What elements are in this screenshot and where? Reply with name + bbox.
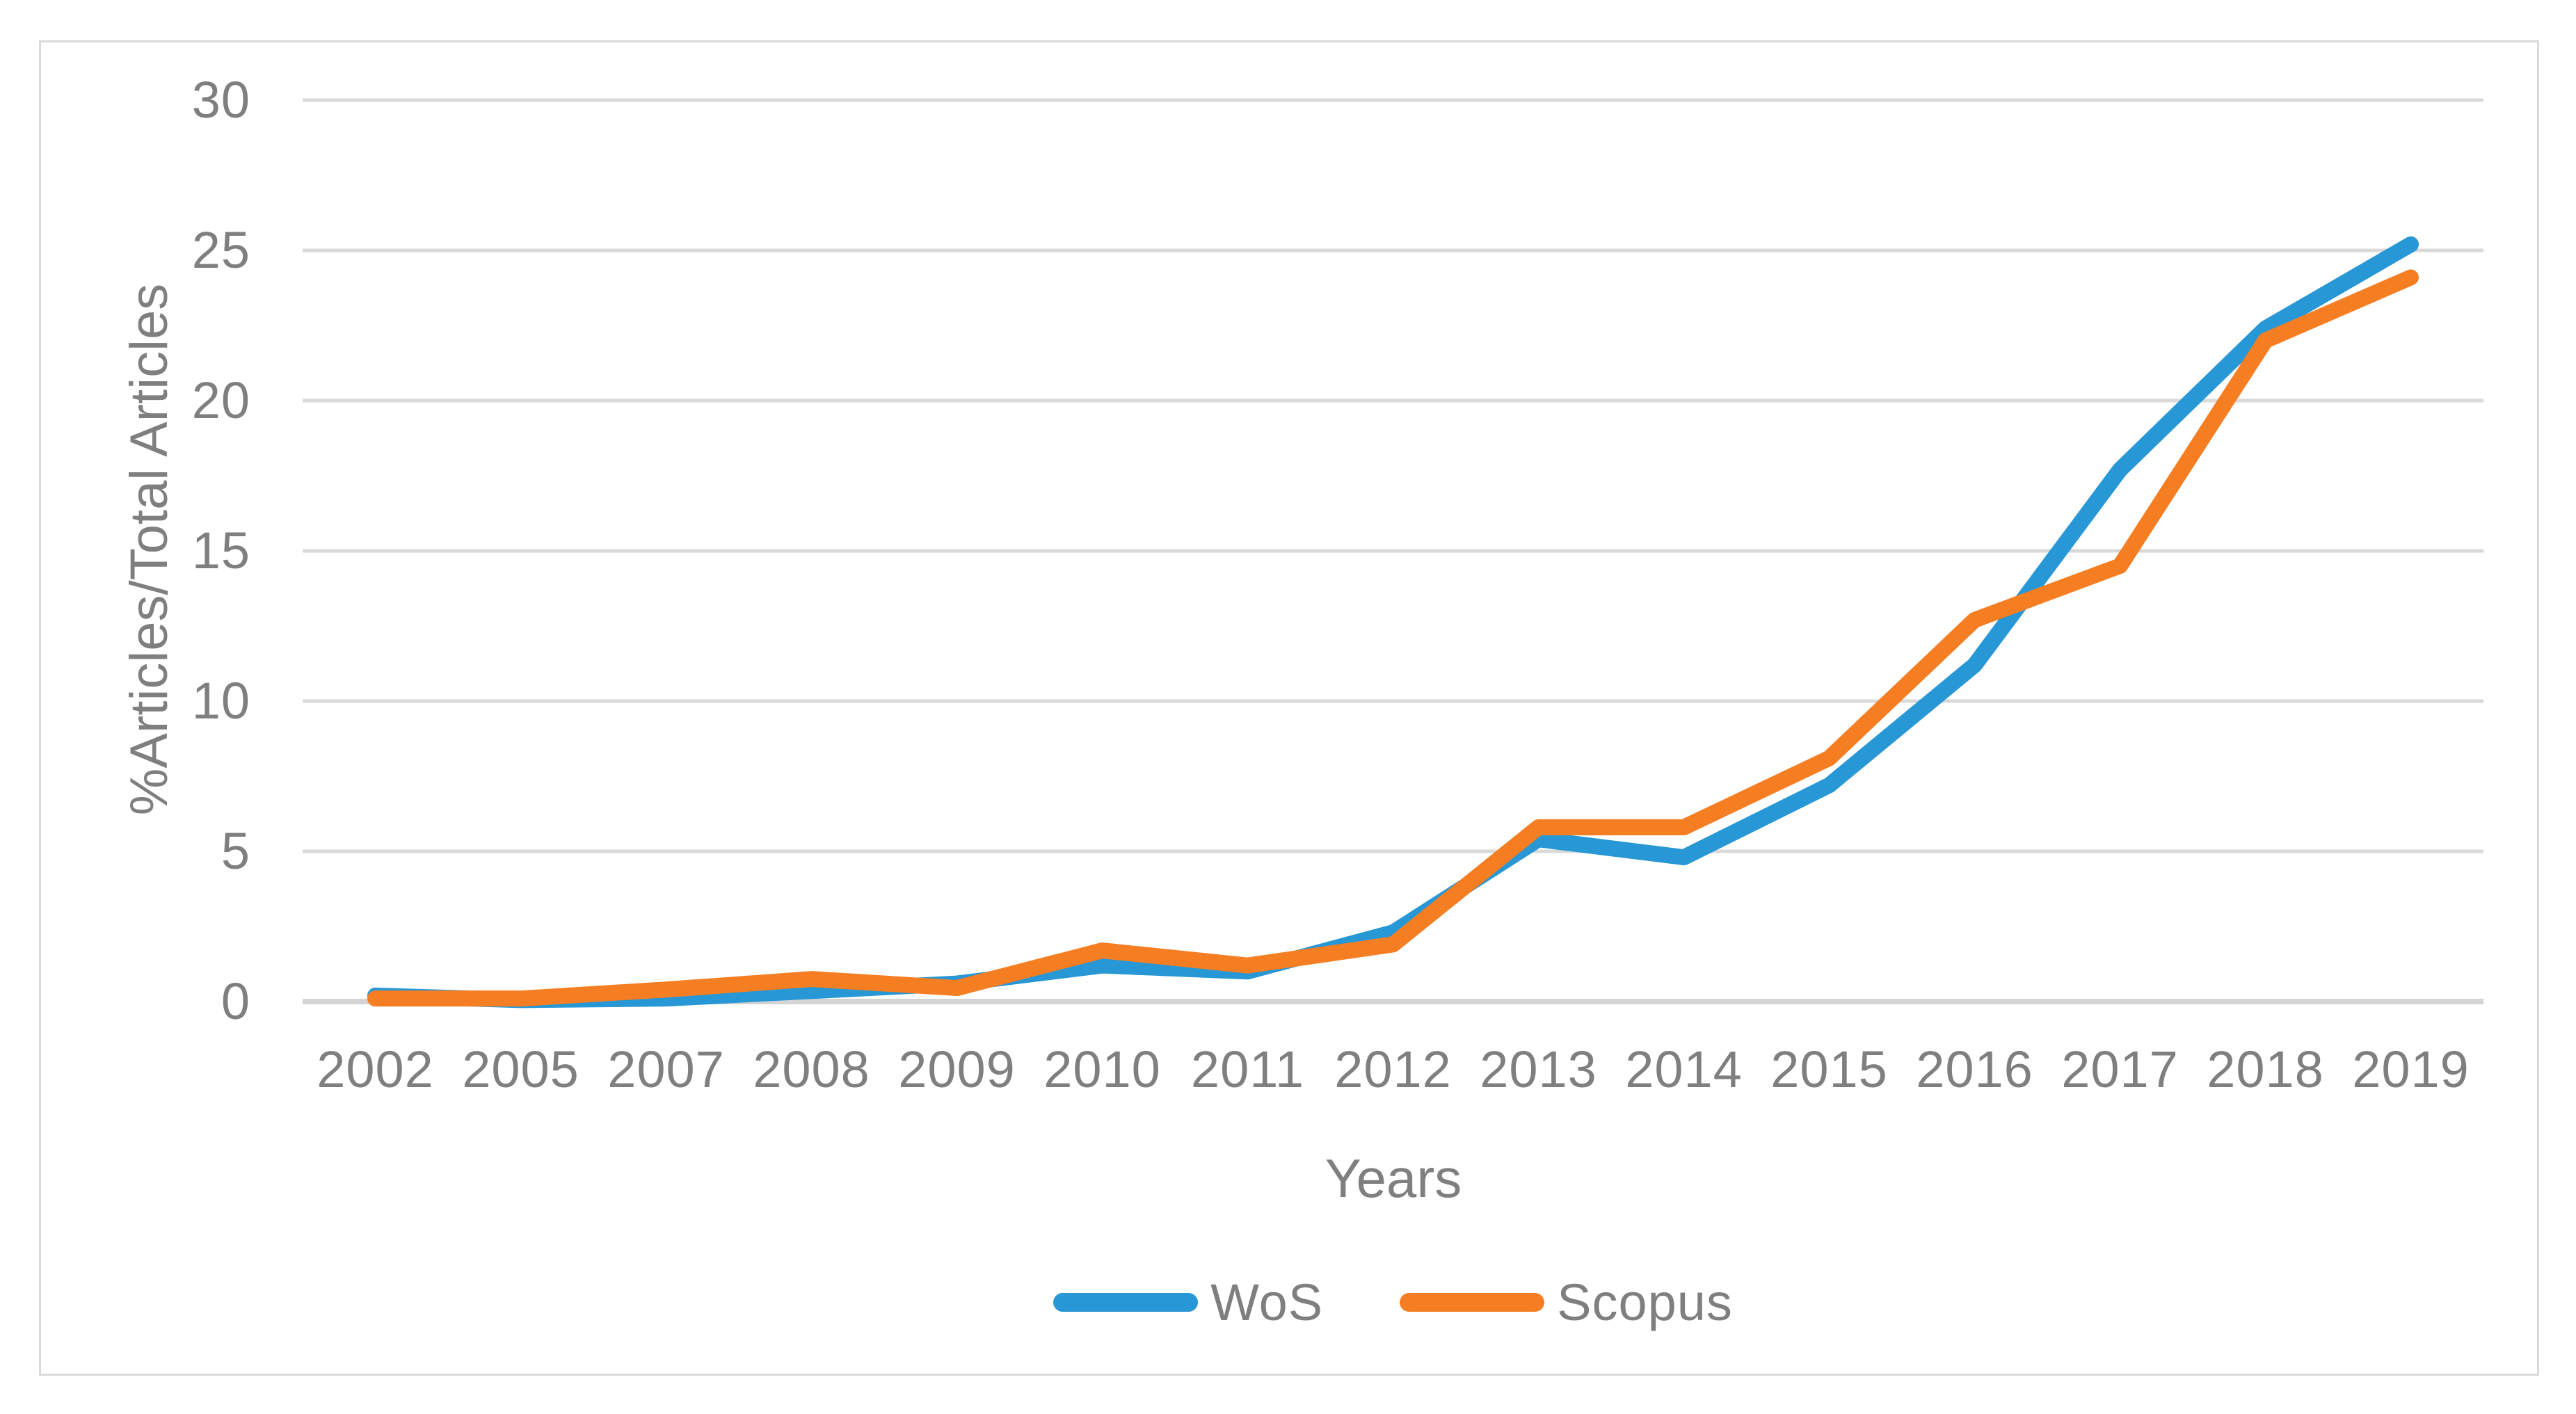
x-tick-label: 2008 [753,1041,870,1098]
legend-label-wos: WoS [1210,1273,1324,1331]
x-tick-label: 2016 [1916,1041,2033,1098]
x-tick-label: 2007 [607,1041,725,1098]
x-tick-label: 2015 [1770,1041,1888,1098]
y-tick-label: 25 [191,221,250,279]
y-tick-label: 20 [191,371,250,429]
legend-swatch-scopus [1400,1292,1545,1312]
x-tick-label: 2018 [2207,1041,2324,1098]
y-tick-label: 5 [221,822,250,880]
x-tick-label: 2002 [317,1041,434,1098]
x-tick-label: 2014 [1625,1041,1743,1098]
legend-item-wos: WoS [1053,1273,1323,1332]
x-tick-label: 2005 [462,1041,579,1098]
series-line-scopus [367,269,2419,1007]
x-tick-label: 2017 [2061,1041,2179,1098]
series-line-wos [367,236,2419,1009]
legend-label-scopus: Scopus [1557,1273,1733,1331]
legend-item-scopus: Scopus [1400,1273,1733,1332]
y-tick-label: 15 [191,522,250,579]
x-tick-label: 2019 [2352,1041,2470,1098]
y-tick-label: 30 [191,71,250,129]
legend: WoS Scopus [303,1267,2483,1337]
y-tick-label: 0 [221,972,250,1030]
y-axis-title: %Articles/Total Articles [120,283,179,816]
figure-border [39,40,2539,1376]
series-lines [367,236,2419,1009]
x-tick-label: 2011 [1190,1041,1305,1098]
gridlines [303,98,2483,1004]
legend-swatch-wos [1053,1292,1199,1312]
x-tick-label: 2010 [1043,1041,1161,1098]
x-axis-title: Years [1325,1148,1462,1209]
x-tick-label: 2012 [1334,1041,1452,1098]
x-tick-label: 2009 [898,1041,1016,1098]
x-tick-label: 2013 [1480,1041,1597,1098]
y-tick-label: 10 [191,672,250,730]
